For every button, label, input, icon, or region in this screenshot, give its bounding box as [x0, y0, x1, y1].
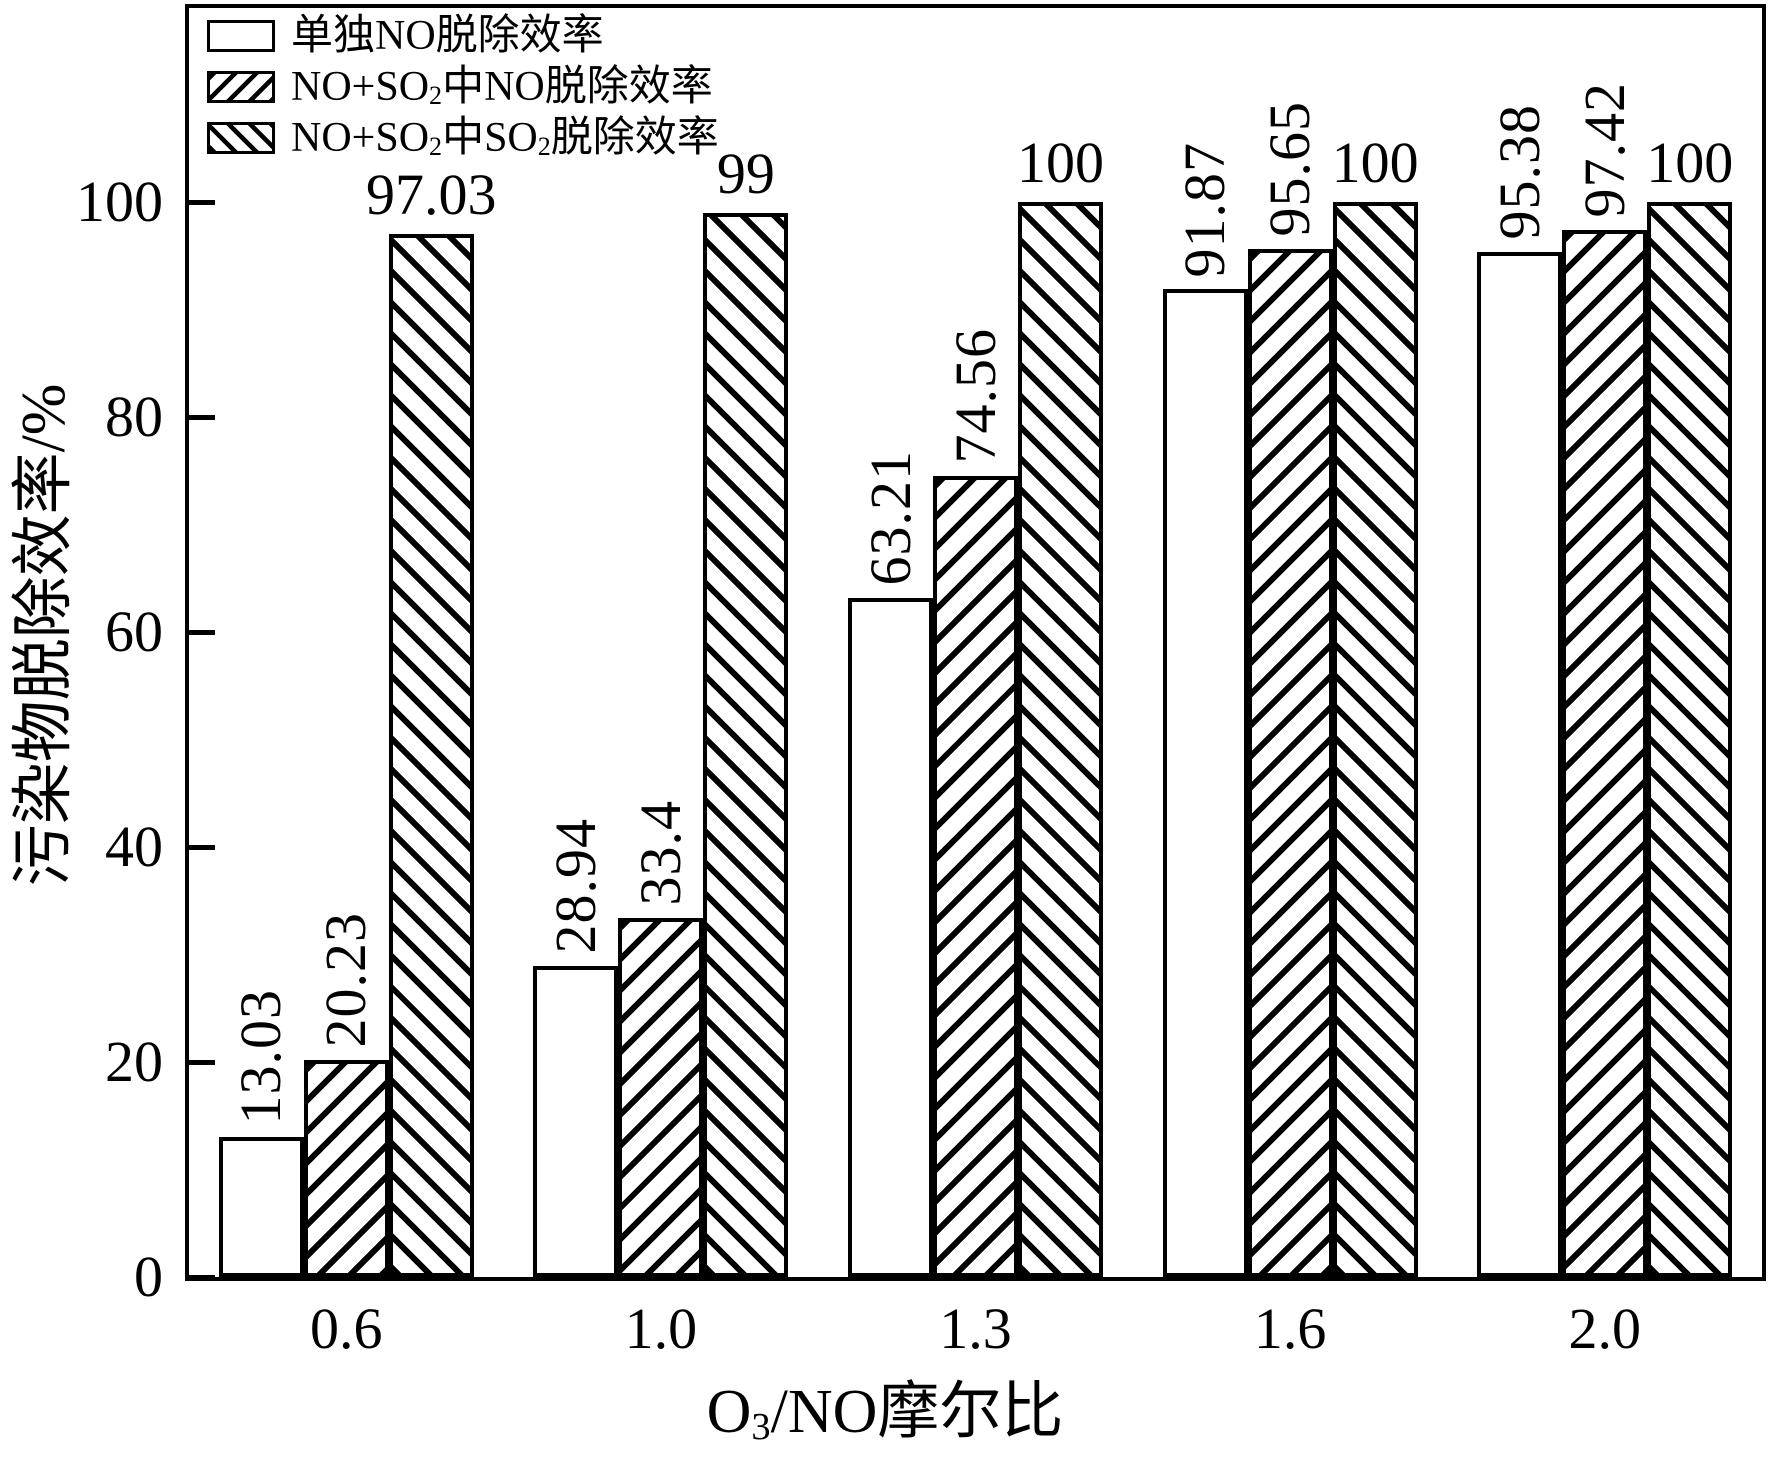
- text-run: /NO摩尔比: [770, 1378, 1064, 1446]
- bar-no-in-mix-1.3: [933, 475, 1018, 1277]
- plot-area: 13.03 28.94 63.21 91.87 95.38 20.23 33.4 74.56 9…: [185, 4, 1766, 1281]
- legend-label: 单独NO脱除效率: [291, 15, 604, 57]
- bar-no-in-mix-1.6: [1247, 248, 1333, 1277]
- legend: 单独NO脱除效率 NO+SO2中NO脱除效率 NO+SO2中SO2脱除效率: [207, 10, 719, 163]
- text-run: NO+SO: [291, 114, 430, 161]
- legend-label: NO+SO2中NO脱除效率: [291, 63, 713, 111]
- y-tick-label: 80: [105, 384, 163, 449]
- bar-no-in-mix-2.0: [1562, 229, 1648, 1277]
- bar-so2-in-mix-2.0: [1647, 202, 1733, 1277]
- bar-value-label: 33.4: [627, 800, 693, 906]
- y-tick-label: 40: [105, 814, 163, 879]
- text-run: 中SO: [442, 114, 538, 161]
- bar-value-label: 95.38: [1486, 104, 1552, 240]
- bar-value-label: 95.65: [1257, 101, 1323, 237]
- text-run: 中NO脱除效率: [442, 63, 713, 110]
- bar-so2-in-mix-1.6: [1332, 202, 1418, 1277]
- bar-value-label: 100: [1646, 130, 1734, 195]
- x-tick-label: 2.0: [1568, 1296, 1641, 1361]
- x-tick-label: 1.0: [624, 1296, 698, 1361]
- subscript: 2: [537, 132, 551, 162]
- bar-so2-in-mix-1.3: [1018, 202, 1103, 1277]
- bar-no-in-mix-0.6: [303, 1059, 389, 1277]
- legend-item-so2-in-mix: NO+SO2中SO2脱除效率: [207, 112, 719, 163]
- y-axis-title: 污染物脱除效率/%: [10, 383, 78, 887]
- bar-so2-in-mix-0.6: [388, 233, 474, 1277]
- legend-swatch-backward-diagonal: [207, 121, 275, 154]
- bar-value-label: 100: [1331, 130, 1419, 195]
- bar-value-label: 63.21: [857, 450, 923, 586]
- bar-value-label: 100: [1017, 130, 1104, 195]
- bar-value-label: 13.03: [228, 989, 294, 1125]
- y-axis-tick: [189, 199, 215, 205]
- subscript: 2: [429, 132, 443, 162]
- y-axis-tick: [189, 844, 215, 850]
- y-axis-tick: [189, 1274, 215, 1280]
- text-run: NO+SO: [291, 63, 430, 110]
- text-run: O: [706, 1378, 752, 1446]
- y-tick-label: 0: [134, 1244, 163, 1309]
- x-tick-label: 1.6: [1253, 1296, 1327, 1361]
- bar-no-alone-1.3: [848, 597, 933, 1277]
- bar-value-label: 97.42: [1571, 82, 1637, 218]
- y-tick-label: 100: [76, 169, 163, 234]
- bar-so2-in-mix-1.0: [703, 212, 789, 1277]
- legend-item-no-alone: 单独NO脱除效率: [207, 10, 719, 61]
- bar-value-label: 28.94: [542, 818, 608, 954]
- plot-inner-area: 13.03 28.94 63.21 91.87 95.38 20.23 33.4 74.56 9…: [189, 8, 1762, 1280]
- subscript: 3: [751, 1405, 771, 1448]
- x-axis-title: O3/NO摩尔比: [706, 1378, 1064, 1448]
- y-axis-tick: [189, 1059, 215, 1065]
- bar-value-label: 74.56: [942, 328, 1008, 464]
- legend-swatch-plain: [207, 19, 275, 52]
- bar-value-label: 99: [716, 140, 775, 206]
- legend-item-no-in-mix: NO+SO2中NO脱除效率: [207, 61, 719, 112]
- bar-no-alone-1.0: [533, 965, 619, 1277]
- text-run: 单独NO脱除效率: [291, 12, 604, 59]
- y-axis-tick: [189, 414, 215, 420]
- legend-label: NO+SO2中SO2脱除效率: [291, 114, 719, 162]
- bar-value-label: 91.87: [1172, 141, 1238, 278]
- legend-swatch-forward-diagonal: [207, 70, 275, 103]
- bar-no-alone-0.6: [218, 1136, 304, 1277]
- y-axis-tick: [189, 629, 215, 635]
- bar-no-in-mix-1.0: [618, 917, 704, 1277]
- bar-value-label: 97.03: [366, 161, 497, 227]
- bar-no-alone-2.0: [1477, 251, 1563, 1277]
- x-tick-label: 1.3: [939, 1296, 1012, 1361]
- subscript: 2: [429, 81, 443, 111]
- y-tick-label: 60: [105, 599, 163, 664]
- x-tick-label: 0.6: [310, 1296, 383, 1361]
- text-run: 脱除效率: [550, 114, 719, 161]
- y-tick-label: 20: [105, 1029, 163, 1094]
- bar-value-label: 20.23: [313, 912, 379, 1048]
- bar-no-alone-1.6: [1162, 289, 1248, 1277]
